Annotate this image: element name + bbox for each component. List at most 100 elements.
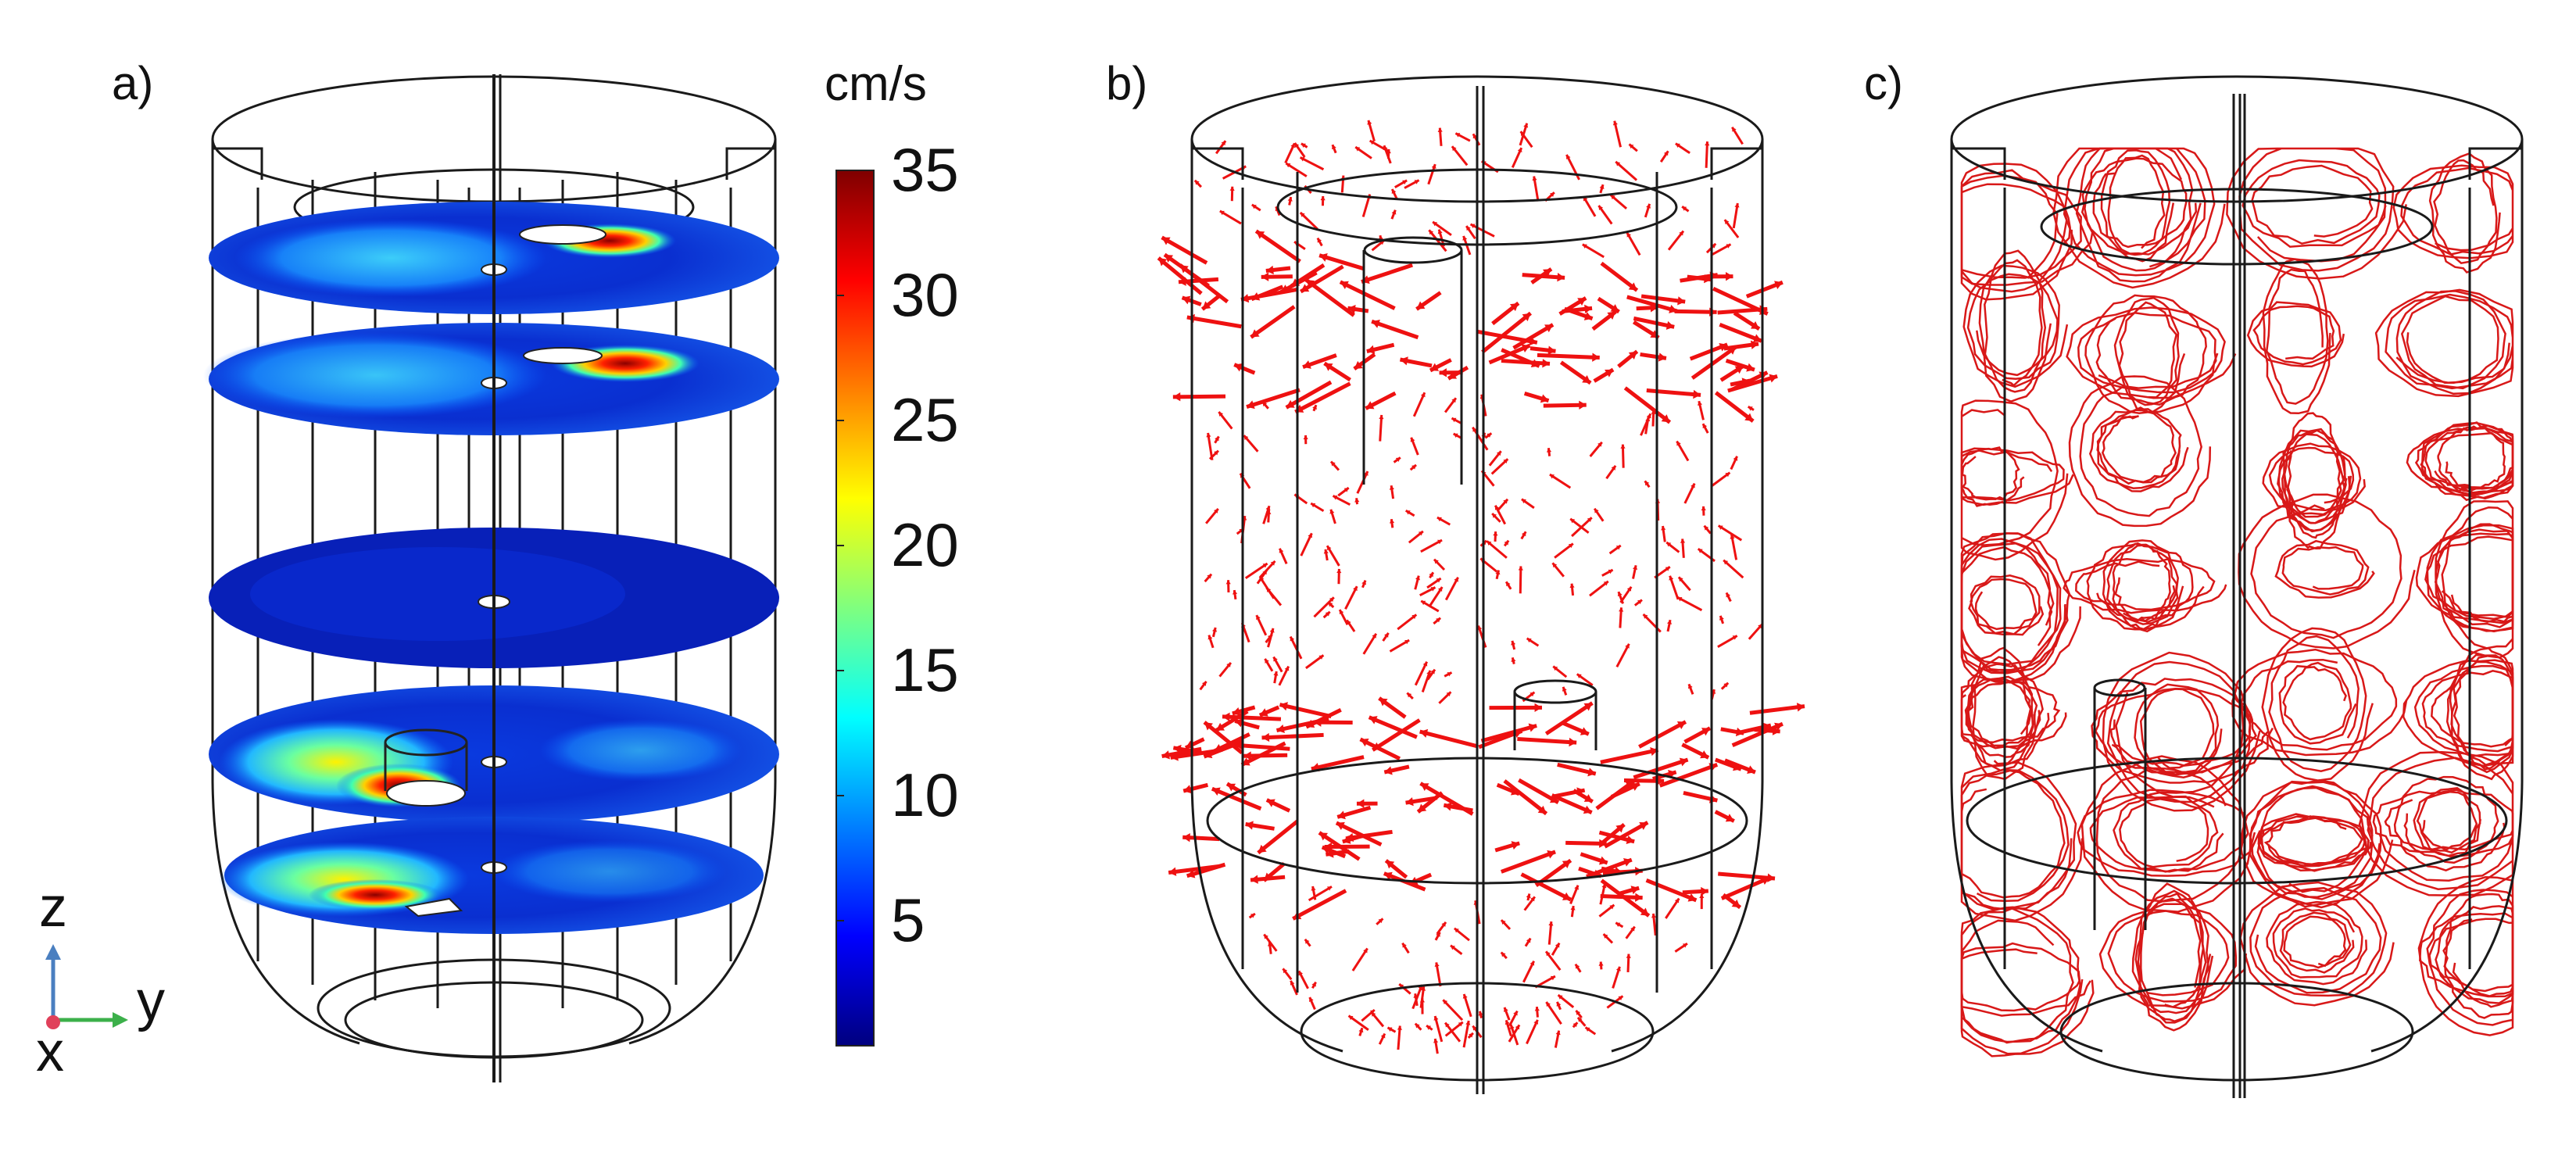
vector-arrow xyxy=(1613,967,1621,989)
vector-arrow xyxy=(1390,640,1409,652)
vector-arrow xyxy=(1685,728,1710,742)
vector-arrow xyxy=(1620,445,1625,468)
vector-arrow xyxy=(1329,510,1335,524)
vector-arrow xyxy=(1555,544,1573,558)
vector-arrow xyxy=(1279,549,1287,564)
vector-arrow xyxy=(1679,577,1690,590)
vector-arrow xyxy=(1493,531,1497,542)
vector-arrow xyxy=(1647,390,1701,399)
vector-arrow xyxy=(1364,634,1376,654)
vector-arrow xyxy=(1288,197,1293,205)
vector-arrow xyxy=(1599,961,1604,969)
vector-arrow xyxy=(1501,850,1555,872)
vector-arrow xyxy=(1598,299,1619,312)
vector-arrow xyxy=(1651,914,1656,936)
vector-arrow xyxy=(1685,484,1695,503)
vector-arrow xyxy=(1511,657,1515,664)
vector-arrow xyxy=(1394,457,1401,462)
vector-arrow xyxy=(1234,363,1254,373)
streamline xyxy=(2098,410,2180,488)
vector-arrow xyxy=(1372,320,1418,338)
vector-arrow xyxy=(1550,474,1570,488)
panel-label-a: a) xyxy=(112,56,153,110)
vector-arrow xyxy=(1665,899,1679,918)
vector-arrow xyxy=(1444,672,1451,676)
vector-arrow xyxy=(1251,306,1294,337)
panel-label-c: c) xyxy=(1864,56,1903,110)
vector-arrow xyxy=(1422,671,1431,692)
vector-arrow xyxy=(1504,1007,1509,1020)
vector-arrow xyxy=(1304,435,1308,444)
vector-arrow xyxy=(1333,496,1351,505)
vector-arrow xyxy=(1353,948,1368,971)
vector-arrow xyxy=(1599,905,1614,917)
vector-arrow xyxy=(1411,438,1419,455)
streamline xyxy=(2280,663,2356,743)
vector-arrow xyxy=(1321,196,1326,206)
vector-arrow xyxy=(1485,433,1491,438)
colorbar xyxy=(836,170,874,1046)
vector-arrow xyxy=(1747,281,1783,296)
vector-arrow xyxy=(1451,418,1462,424)
vector-arrow xyxy=(1501,952,1507,958)
vector-arrow xyxy=(1327,546,1339,566)
vector-arrow xyxy=(1325,363,1351,380)
vector-arrow xyxy=(1309,997,1315,1009)
vector-arrow xyxy=(1537,353,1600,362)
vector-arrow xyxy=(1547,448,1551,456)
vector-arrow xyxy=(1435,962,1440,986)
axis-triad xyxy=(45,944,128,1029)
vector-arrow xyxy=(1553,563,1564,576)
vector-arrow xyxy=(1615,923,1623,927)
vector-arrow xyxy=(1218,412,1232,429)
vector-arrow xyxy=(1675,308,1717,317)
vector-arrow xyxy=(1345,586,1357,609)
vector-arrow xyxy=(1466,226,1475,238)
vector-arrow xyxy=(1212,628,1217,637)
vector-arrow xyxy=(1619,886,1639,894)
streamline-field xyxy=(1962,148,2513,1056)
vector-arrow xyxy=(1705,141,1709,168)
vector-arrow xyxy=(1705,526,1711,534)
vector-arrow xyxy=(1439,692,1451,703)
vector-arrow xyxy=(1226,580,1231,592)
vector-arrow xyxy=(1573,1022,1578,1027)
vector-arrow xyxy=(1256,615,1266,635)
vector-arrow xyxy=(1400,356,1432,366)
streamline xyxy=(2227,148,2406,279)
vector-arrow xyxy=(1261,273,1293,281)
vector-arrow xyxy=(1367,345,1394,354)
streamline xyxy=(2423,671,2513,751)
vector-arrow xyxy=(1379,1034,1385,1045)
vector-arrow xyxy=(1347,620,1354,632)
vector-arrow xyxy=(1522,499,1534,508)
vector-arrow xyxy=(1421,540,1442,552)
vector-arrow xyxy=(1661,151,1668,162)
vector-arrow xyxy=(1365,393,1395,409)
vector-arrow xyxy=(1593,312,1615,329)
vector-arrow xyxy=(1558,764,1596,776)
vector-arrow xyxy=(1523,961,1534,982)
vector-arrow xyxy=(1244,435,1258,452)
vector-arrow xyxy=(1216,141,1225,153)
vector-arrow xyxy=(1601,747,1658,762)
streamline xyxy=(2067,308,2236,399)
vector-arrow xyxy=(1675,943,1687,951)
vector-arrow xyxy=(1555,1031,1560,1048)
vector-arrow xyxy=(1506,581,1511,589)
vector-arrow xyxy=(1434,560,1444,570)
triad-z-label: z xyxy=(39,879,67,936)
vector-arrow xyxy=(1719,616,1724,624)
vector-arrow xyxy=(1522,531,1526,538)
vector-arrow xyxy=(1721,366,1744,380)
vector-arrow xyxy=(1583,197,1595,216)
vector-arrow xyxy=(1635,600,1642,606)
vector-arrow xyxy=(1246,821,1275,829)
vector-arrow xyxy=(1331,462,1339,471)
vector-arrow xyxy=(1215,436,1218,442)
vector-arrow xyxy=(1256,231,1300,262)
vector-arrow xyxy=(1519,566,1523,593)
vector-arrow xyxy=(1669,576,1678,599)
